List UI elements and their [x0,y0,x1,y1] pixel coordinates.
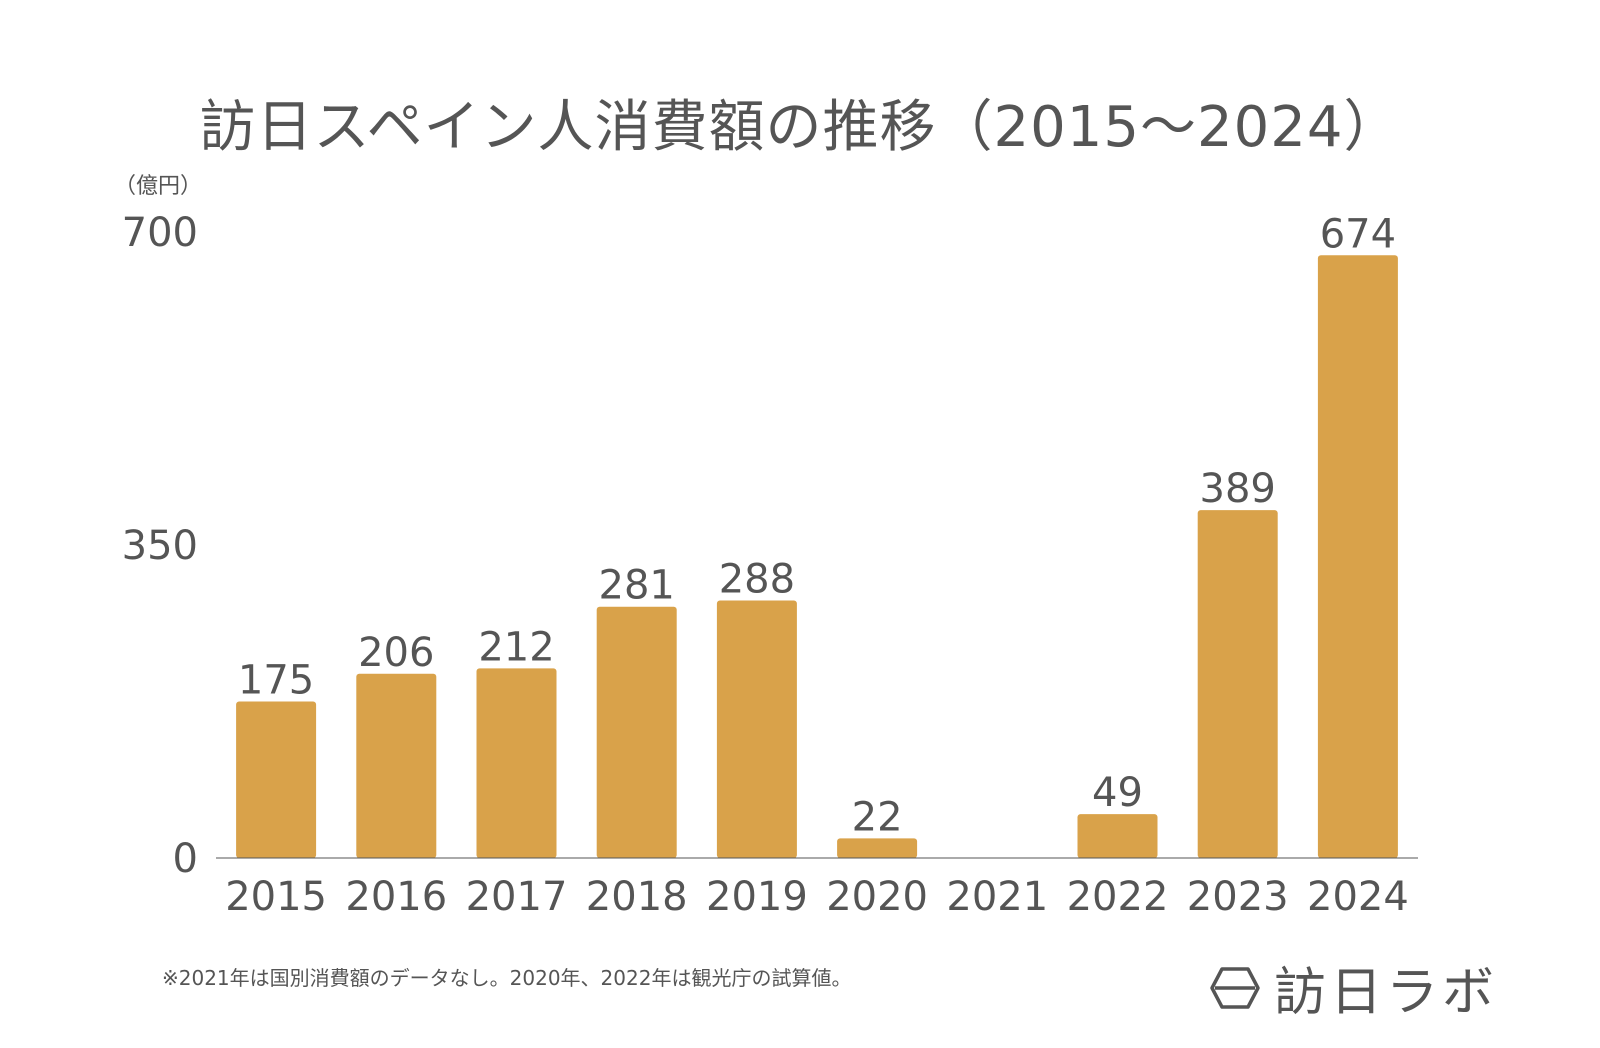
brand-logo: 訪日ラボ [1210,950,1498,1025]
brand-logo-text: 訪日ラボ [1274,963,1499,1023]
bar [1317,255,1398,858]
y-axis-ticks: 0 350 700 [122,210,198,882]
x-tick-label: 2021 [946,874,1048,920]
bar-value-label: 389 [1200,466,1276,512]
x-axis-labels: 2015 2016 2017 2018 2019 2020 2021 2022 2023 2024 [225,874,1409,920]
bar-value-label: 674 [1320,211,1396,257]
bar-value-label: 22 [852,794,903,840]
bar [236,701,317,858]
bar-value-label: 281 [599,563,675,609]
hexagon-logo-icon [1210,966,1260,1009]
bar [1077,814,1158,858]
x-tick-label: 2023 [1187,874,1289,920]
x-tick-label: 2015 [225,874,327,920]
bar [476,668,557,858]
y-tick-label: 0 [173,836,198,882]
bar-value-label: 175 [238,658,314,704]
x-tick-label: 2018 [586,874,688,920]
bar [1197,510,1278,858]
bar-value-label: 288 [719,556,795,602]
bar-value-label: 206 [358,630,434,676]
x-tick-label: 2016 [345,874,447,920]
value-labels: 175 206 212 281 288 22 49 389 674 [238,211,1396,840]
footnote: ※2021年は国別消費額のデータなし。2020年、2022年は観光庁の試算値。 [162,966,852,990]
bars [236,255,1398,858]
bar [596,606,677,858]
x-tick-label: 2022 [1067,874,1169,920]
bar-value-label: 49 [1092,770,1143,816]
y-tick-label: 350 [122,523,198,569]
x-tick-label: 2024 [1307,874,1409,920]
bar-value-label: 212 [478,624,554,670]
x-tick-label: 2019 [706,874,808,920]
x-tick-label: 2017 [466,874,568,920]
bar [837,838,918,858]
y-tick-label: 700 [122,210,198,256]
y-axis-unit-label: （億円） [114,174,203,199]
x-tick-label: 2020 [826,874,928,920]
bar [716,600,797,858]
bar [356,673,437,858]
chart-title: 訪日スペイン人消費額の推移（2015〜2024） [199,95,1401,160]
